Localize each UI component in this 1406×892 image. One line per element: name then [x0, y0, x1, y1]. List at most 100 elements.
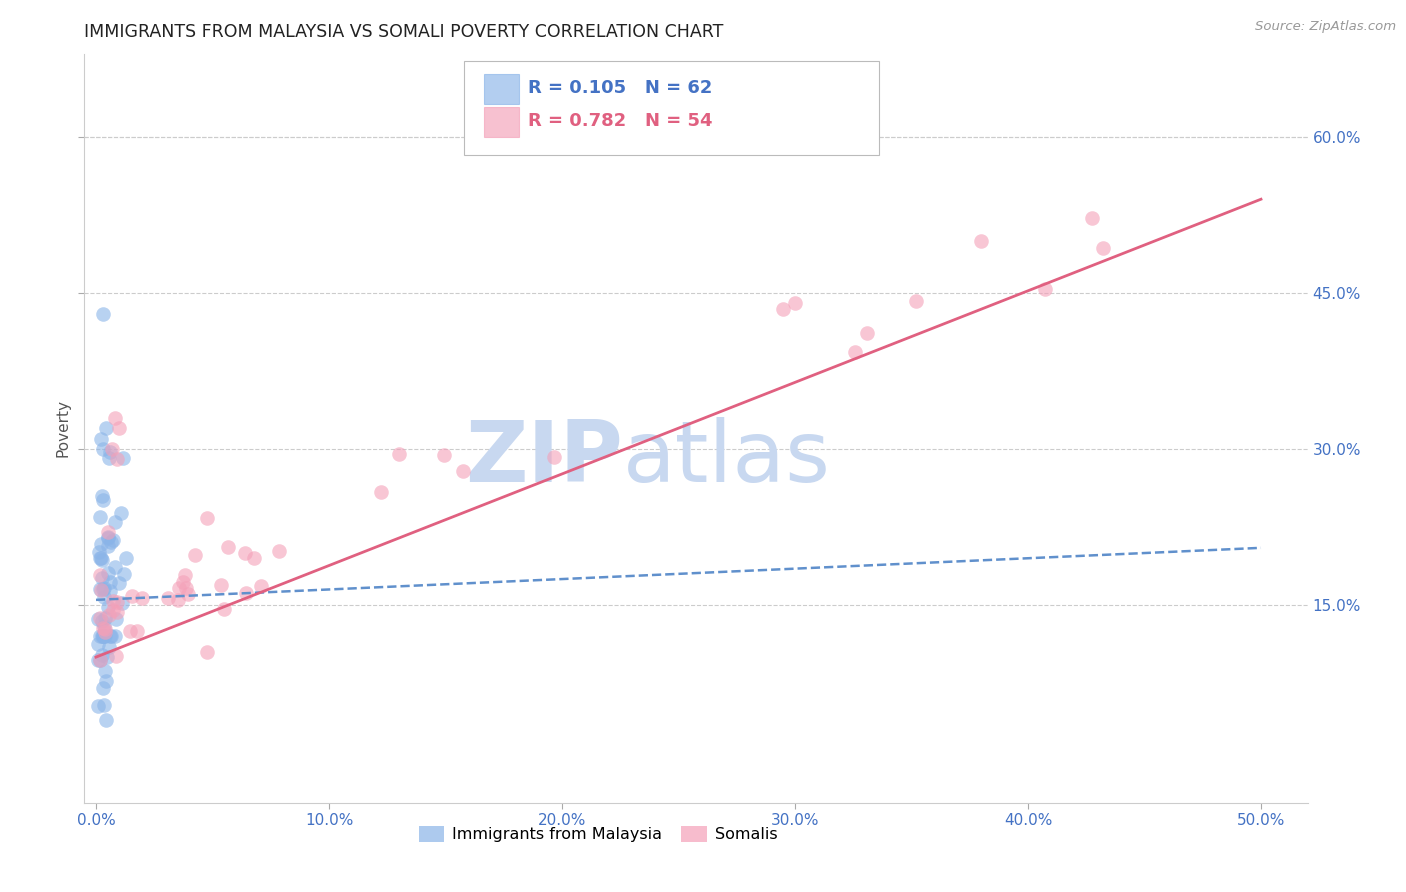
Point [108, 576, 131, 591]
Point [172, 575, 194, 590]
Point [97, 566, 120, 581]
Point [90, 432, 112, 446]
Point [970, 234, 993, 248]
Point [177, 587, 200, 601]
Point [167, 581, 190, 595]
Point [90, 583, 112, 598]
Point [94, 421, 117, 435]
Point [105, 612, 128, 626]
Point [103, 594, 125, 608]
Point [127, 624, 149, 638]
Point [98, 640, 121, 654]
Point [93, 629, 115, 643]
Point [267, 544, 290, 558]
Point [87, 699, 110, 714]
Point [104, 559, 127, 574]
Point [1080, 211, 1102, 226]
Point [91, 307, 114, 321]
Point [93, 581, 115, 595]
Point [110, 506, 132, 520]
Point [243, 550, 266, 565]
Text: ZIP: ZIP [465, 417, 623, 500]
Point [111, 595, 134, 609]
Point [195, 645, 218, 659]
Point [91, 648, 114, 662]
Point [90, 614, 112, 628]
Point [87, 612, 110, 626]
Point [97, 600, 120, 615]
Point [209, 578, 232, 592]
Point [388, 447, 411, 461]
Point [783, 296, 806, 310]
Point [91, 681, 114, 696]
Point [97, 530, 120, 544]
Point [94, 664, 117, 678]
Point [97, 532, 120, 546]
FancyBboxPatch shape [484, 75, 519, 104]
Point [233, 546, 256, 560]
Text: atlas: atlas [623, 417, 831, 500]
Point [94, 625, 117, 640]
Point [104, 515, 127, 529]
Point [87, 637, 110, 651]
Point [93, 621, 115, 635]
Point [89, 629, 111, 643]
Point [89, 510, 111, 524]
Point [1091, 242, 1114, 256]
Point [93, 582, 115, 597]
Point [115, 550, 138, 565]
Point [174, 581, 197, 595]
Point [97, 525, 120, 540]
Point [98, 574, 121, 589]
Point [212, 602, 235, 616]
Point [100, 584, 122, 599]
Point [451, 464, 474, 478]
Text: IMMIGRANTS FROM MALAYSIA VS SOMALI POVERTY CORRELATION CHART: IMMIGRANTS FROM MALAYSIA VS SOMALI POVER… [84, 23, 724, 41]
Point [93, 619, 115, 633]
Point [89, 653, 111, 667]
Point [91, 442, 114, 456]
Point [89, 545, 111, 559]
Point [108, 421, 131, 435]
Point [844, 345, 866, 359]
Point [131, 591, 153, 605]
Point [184, 548, 207, 562]
FancyBboxPatch shape [484, 107, 519, 137]
Point [91, 629, 114, 643]
Text: Source: ZipAtlas.com: Source: ZipAtlas.com [1256, 20, 1396, 33]
Point [94, 622, 117, 636]
Point [91, 629, 114, 643]
Point [94, 629, 117, 643]
Point [97, 450, 120, 465]
Point [89, 568, 111, 582]
Point [90, 489, 112, 503]
FancyBboxPatch shape [464, 61, 880, 154]
Point [93, 590, 115, 604]
Point [96, 539, 118, 553]
Point [104, 410, 127, 425]
Point [1033, 281, 1056, 295]
Point [104, 629, 127, 643]
Point [90, 551, 112, 566]
Point [543, 450, 565, 464]
Point [105, 649, 128, 664]
Text: R = 0.782   N = 54: R = 0.782 N = 54 [529, 112, 713, 130]
Point [96, 650, 118, 665]
Point [433, 449, 456, 463]
Point [235, 586, 257, 600]
Point [112, 451, 135, 466]
Point [89, 611, 111, 625]
Y-axis label: Poverty: Poverty [55, 399, 70, 458]
Point [90, 537, 112, 551]
Point [98, 444, 121, 458]
Point [96, 674, 118, 689]
Legend: Immigrants from Malaysia, Somalis: Immigrants from Malaysia, Somalis [412, 820, 785, 849]
Point [101, 603, 124, 617]
Point [100, 629, 122, 643]
Point [89, 652, 111, 666]
Point [118, 624, 141, 639]
Point [100, 534, 122, 549]
Point [112, 567, 135, 582]
Point [98, 607, 121, 622]
Point [91, 629, 114, 643]
